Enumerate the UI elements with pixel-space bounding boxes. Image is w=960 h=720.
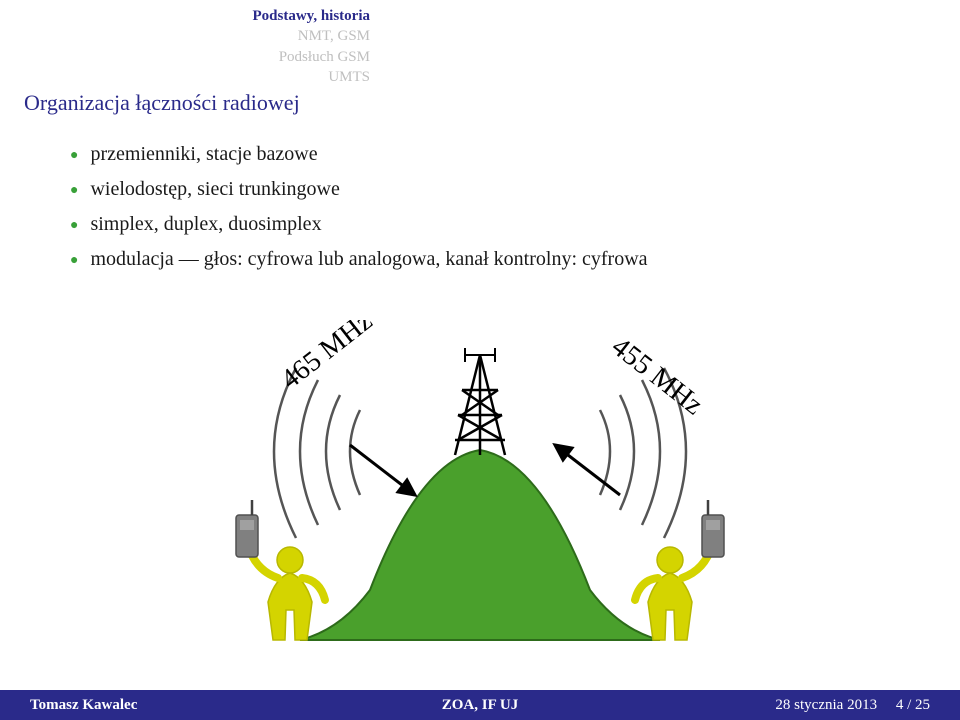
radio-diagram: 465 MHz 455 MHz bbox=[0, 320, 960, 660]
diagram-area: 465 MHz 455 MHz bbox=[0, 320, 960, 660]
arrow-left bbox=[350, 445, 415, 495]
section-title: Organizacja łączności radiowej bbox=[24, 90, 300, 116]
nav-item-2[interactable]: Podsłuch GSM bbox=[210, 47, 370, 67]
nav-item-3[interactable]: UMTS bbox=[210, 67, 370, 87]
bullet-icon: ● bbox=[70, 181, 78, 201]
nav-items: Podstawy, historia NMT, GSM Podsłuch GSM… bbox=[210, 6, 370, 87]
freq-label-left: 465 MHz bbox=[275, 320, 378, 396]
nav-item-0[interactable]: Podstawy, historia bbox=[210, 6, 370, 26]
bullet-icon: ● bbox=[70, 146, 78, 166]
person-left bbox=[248, 545, 325, 640]
radio-waves-left bbox=[274, 368, 360, 538]
bullet-item: ● simplex, duplex, duosimplex bbox=[70, 210, 900, 239]
bullet-item: ● modulacja — głos: cyfrowa lub analogow… bbox=[70, 245, 900, 274]
bullet-item: ● wielodostęp, sieci trunkingowe bbox=[70, 175, 900, 204]
person-right bbox=[635, 545, 712, 640]
nav-item-1[interactable]: NMT, GSM bbox=[210, 26, 370, 46]
footer-author: Tomasz Kawalec bbox=[30, 697, 330, 714]
footer-date: 28 stycznia 2013 bbox=[775, 697, 877, 713]
bullet-item: ● przemienniki, stacje bazowe bbox=[70, 140, 900, 169]
footer-page-sep: / bbox=[907, 697, 915, 713]
bullet-icon: ● bbox=[70, 216, 78, 236]
footer-page-current: 4 bbox=[896, 697, 904, 713]
radio-left bbox=[236, 500, 258, 557]
bullet-text: przemienniki, stacje bazowe bbox=[90, 140, 317, 169]
footer-page-total: 25 bbox=[915, 697, 930, 713]
footer-center: ZOA, IF UJ bbox=[330, 697, 630, 714]
footer: Tomasz Kawalec ZOA, IF UJ 28 stycznia 20… bbox=[0, 690, 960, 720]
bullet-text: simplex, duplex, duosimplex bbox=[90, 210, 321, 239]
radio-right bbox=[702, 500, 724, 557]
tower-icon bbox=[455, 355, 505, 455]
footer-right: 28 stycznia 2013 4 / 25 bbox=[630, 697, 930, 714]
bullet-text: wielodostęp, sieci trunkingowe bbox=[90, 175, 339, 204]
bullet-text: modulacja — głos: cyfrowa lub analogowa,… bbox=[90, 245, 647, 274]
bullet-icon: ● bbox=[70, 251, 78, 271]
content-area: ● przemienniki, stacje bazowe ● wielodos… bbox=[70, 140, 900, 280]
freq-label-right: 455 MHz bbox=[606, 331, 709, 421]
